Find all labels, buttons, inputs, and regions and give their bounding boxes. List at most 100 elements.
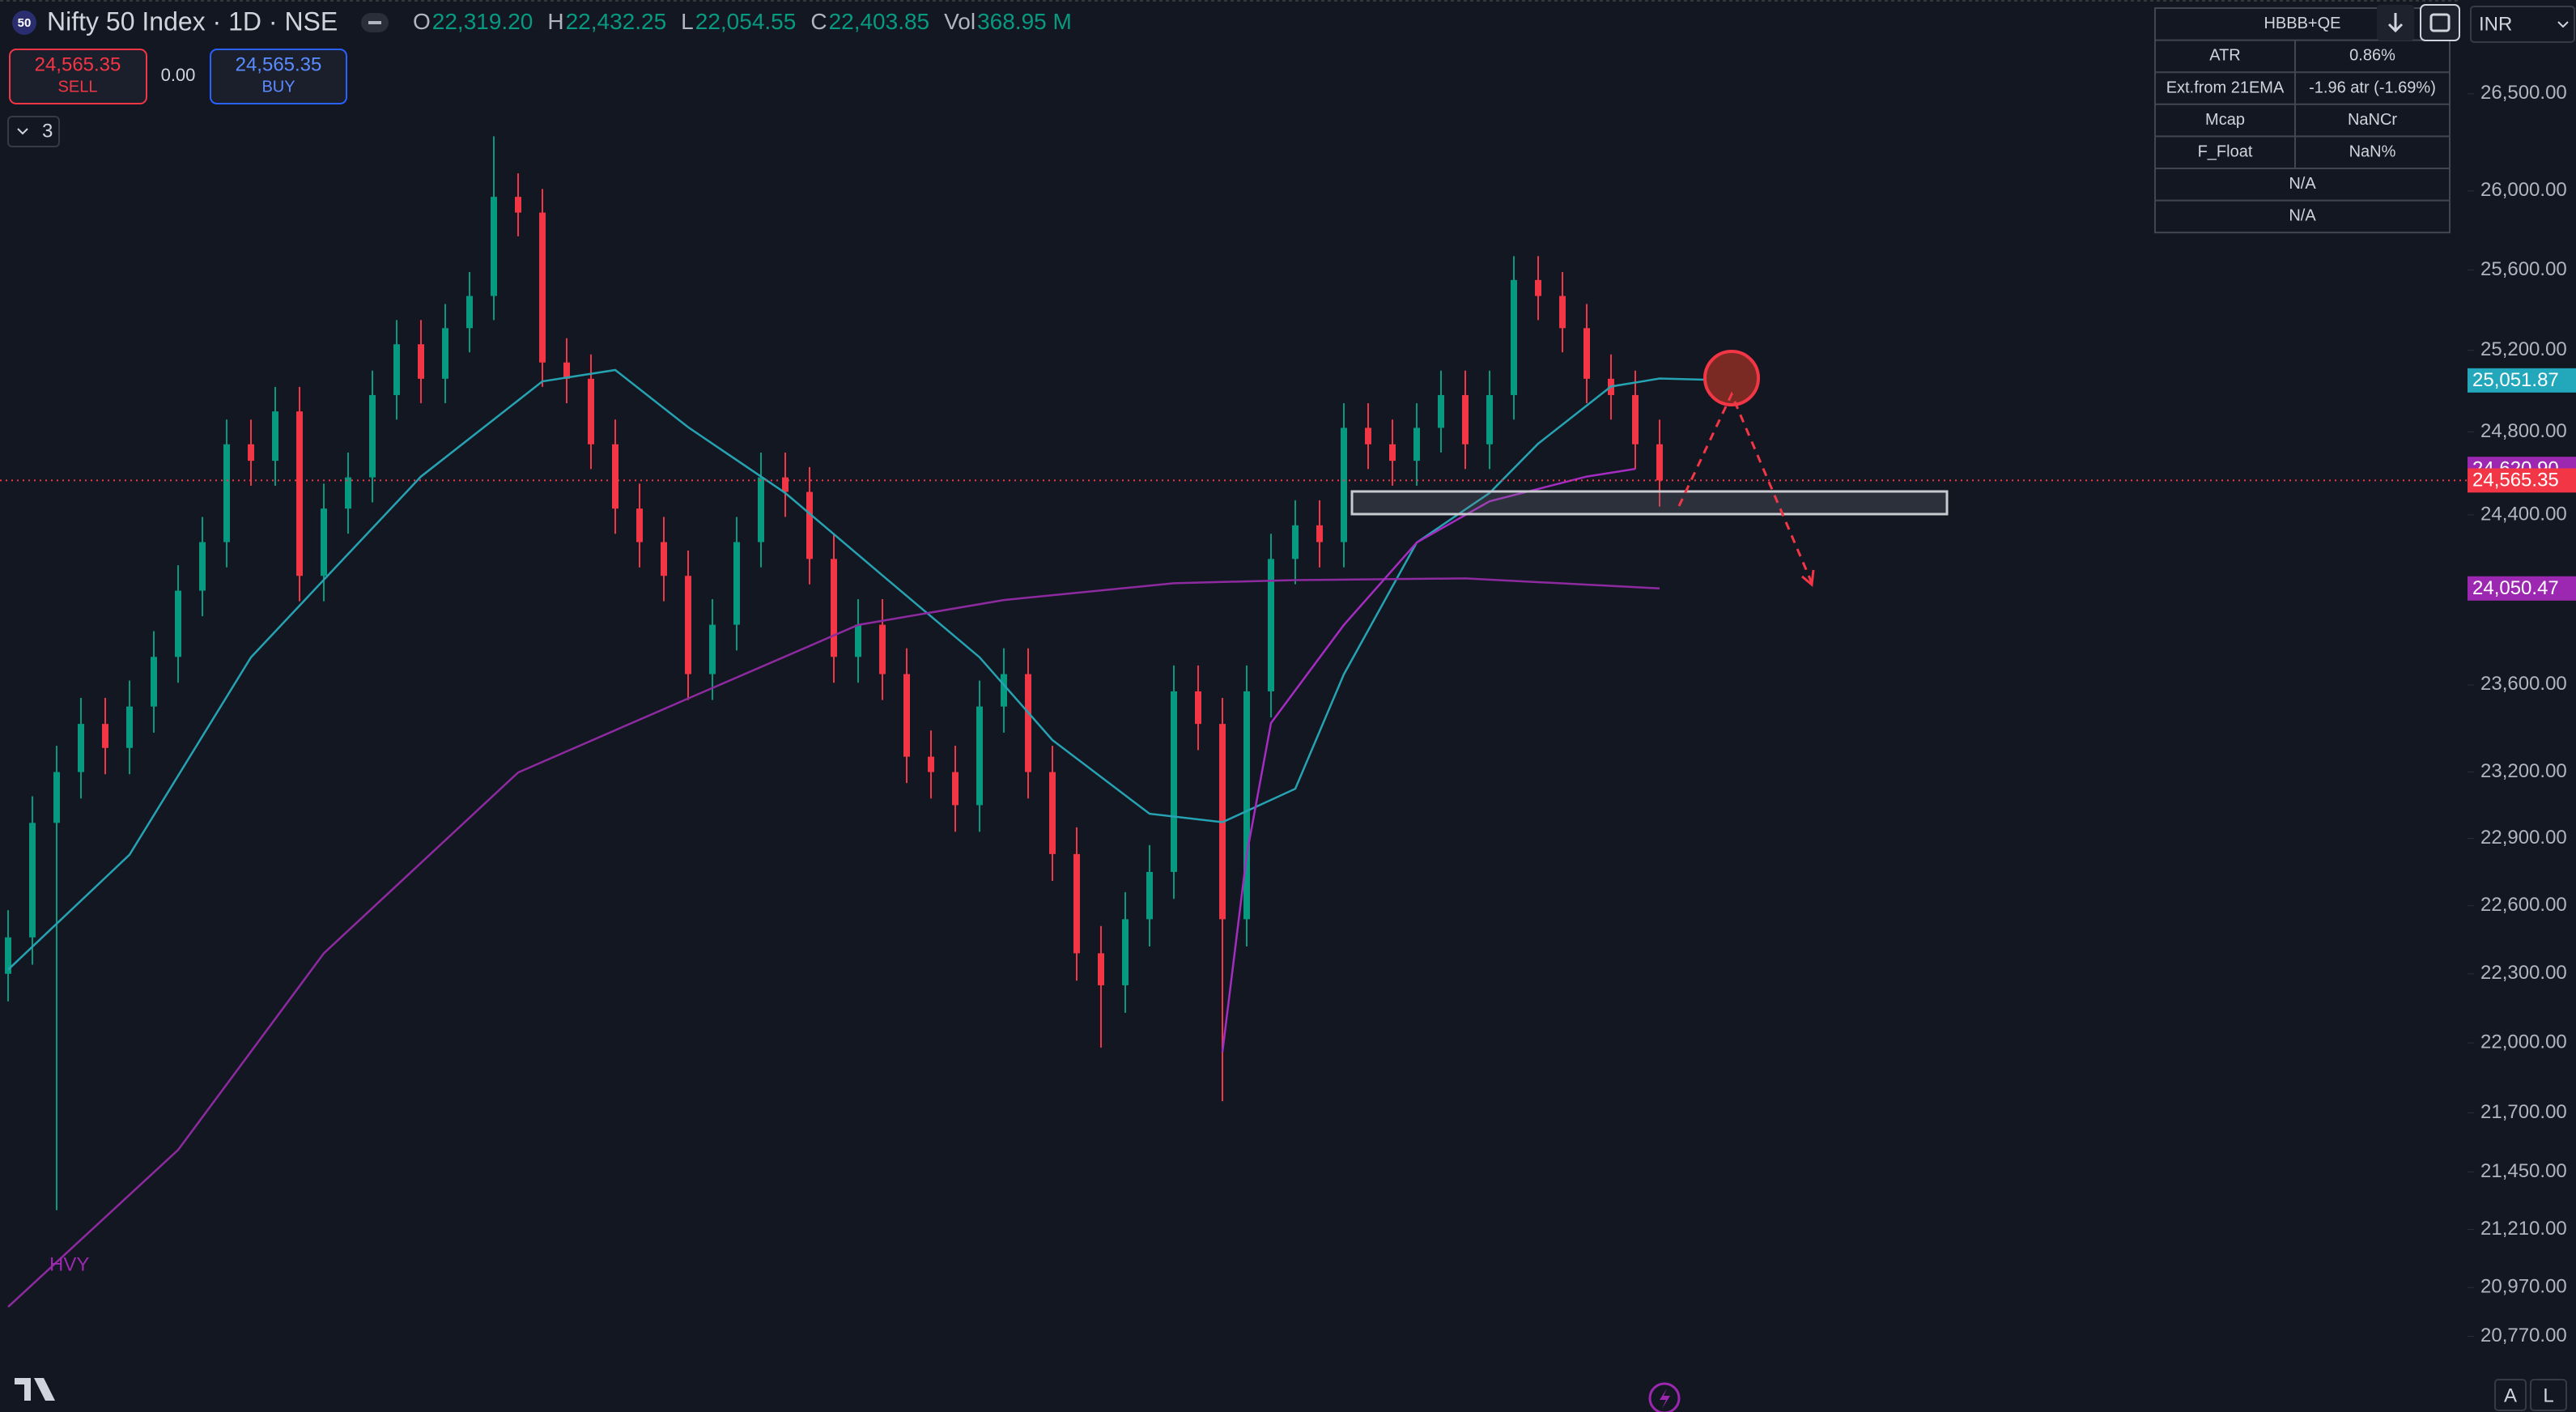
candle-body: [1171, 691, 1177, 872]
candle-body: [782, 477, 789, 492]
price-tag-label: 25,051.87: [2472, 369, 2559, 391]
candle-body: [1583, 328, 1590, 379]
highlight-circle: [1703, 350, 1760, 406]
y-tick-label: 25,600.00: [2480, 258, 2567, 280]
candle-body: [1632, 394, 1639, 444]
lightning-button[interactable]: [1648, 1382, 1681, 1412]
y-tick-label: 23,200.00: [2480, 760, 2567, 782]
table-cell: -1.96 atr (-1.69%): [2309, 79, 2436, 96]
candle-body: [1341, 427, 1347, 542]
table-cell: NaNCr: [2348, 111, 2397, 129]
ohlc-key: O: [413, 9, 431, 34]
chevron: [17, 128, 28, 135]
candle-body: [636, 508, 643, 542]
candle-body: [539, 212, 546, 363]
y-tick-label: 20,970.00: [2480, 1275, 2567, 1297]
price-tag-label: 24,565.35: [2472, 470, 2559, 491]
candle-body: [5, 937, 11, 974]
candle-body: [903, 674, 910, 757]
candle-body: [1559, 296, 1566, 329]
price-tag-label: 24,050.47: [2472, 577, 2559, 599]
hvy-label: HVY: [49, 1253, 89, 1275]
candle-body: [1511, 279, 1517, 395]
candle-body: [126, 706, 133, 748]
candle-body: [1656, 444, 1663, 481]
candle-body: [1292, 525, 1299, 559]
candle-body: [1438, 394, 1444, 428]
y-tick-label: 22,600.00: [2480, 894, 2567, 916]
table-cell: N/A: [2289, 207, 2316, 225]
candle-body: [758, 477, 764, 542]
candle-body: [515, 197, 521, 213]
candle-body: [442, 328, 448, 379]
candle-body: [685, 576, 691, 674]
candle-body: [491, 197, 497, 296]
candle-body: [1462, 394, 1469, 444]
ohlc-value: 22,432.25: [566, 9, 667, 34]
sell-label: SELL: [58, 78, 98, 96]
candle-body: [1025, 674, 1031, 772]
candle-body: [151, 657, 157, 707]
candle-body: [1243, 691, 1250, 920]
candle-body: [1389, 444, 1396, 461]
sell-button[interactable]: [9, 49, 147, 104]
symbol-icon-text: 50: [18, 16, 32, 30]
ohlc-value: 368.95 M: [977, 9, 1072, 34]
candle-body: [952, 772, 959, 806]
candle-body: [1486, 394, 1493, 444]
candle-body: [1316, 525, 1323, 542]
price-tag: [2468, 468, 2576, 493]
y-tick-label: 25,200.00: [2480, 338, 2567, 360]
candle-body: [296, 411, 303, 576]
ohlc-key: Vol: [944, 9, 976, 34]
sell-price: 24,565.35: [35, 53, 121, 75]
buy-price: 24,565.35: [236, 53, 322, 75]
candle-body: [466, 296, 473, 329]
candle-body: [661, 542, 667, 576]
auto-scale-button[interactable]: [2494, 1379, 2527, 1411]
lightning-icon: [1660, 1389, 1670, 1409]
candle-body: [831, 559, 837, 657]
candle-body: [223, 444, 230, 542]
table-frame: [2154, 7, 2451, 234]
table-cell: Mcap: [2205, 111, 2245, 129]
ohlc-value: 22,319.20: [432, 9, 533, 34]
price-axis: 20,770.00 20,970.00 21,210.00 21,450.00 21,7…: [2468, 82, 2576, 1346]
y-tick-label: 22,000.00: [2480, 1031, 2567, 1053]
buy-button[interactable]: [210, 49, 347, 104]
hide-icon: [368, 21, 381, 24]
price-tag: [2468, 576, 2576, 601]
tradingview-logo[interactable]: [15, 1378, 55, 1401]
candle-body: [29, 823, 36, 938]
candle-body: [53, 772, 60, 823]
indicator-count: 3: [42, 120, 53, 142]
indicator-collapse[interactable]: [7, 116, 60, 147]
currency-dropdown[interactable]: [2470, 6, 2575, 43]
indicator-table: HBBB+QE ATR 0.86% Ext.from 21EMA -1.96 atr (…: [2154, 7, 2451, 234]
ohlc-key: H: [547, 9, 563, 34]
candle-body: [369, 394, 376, 478]
screenshot-button[interactable]: [2420, 4, 2460, 41]
y-tick-label: 21,450.00: [2480, 1160, 2567, 1182]
candle-body: [612, 444, 618, 509]
candle-body: [855, 624, 861, 657]
table-cell: 0.86%: [2349, 47, 2395, 65]
dropdown-chevron: [2557, 21, 2569, 28]
auto-scale-label: A: [2504, 1384, 2517, 1406]
candle-body: [563, 362, 570, 379]
table-cell: N/A: [2289, 175, 2316, 193]
candle-body: [1195, 691, 1201, 725]
log-scale-button[interactable]: [2530, 1379, 2567, 1411]
candle-body: [976, 706, 983, 806]
y-tick-label: 26,500.00: [2480, 82, 2567, 104]
symbol-title[interactable]: Nifty 50 Index · 1D · NSE: [47, 6, 338, 36]
candle-body: [78, 724, 84, 772]
y-tick-label: 24,800.00: [2480, 420, 2567, 442]
moving-average: [7, 577, 1660, 1308]
buy-label: BUY: [261, 78, 295, 96]
candle-body: [272, 411, 278, 461]
candle-body: [1413, 427, 1420, 461]
table-title: HBBB+QE: [2264, 15, 2340, 32]
price-tag: [2468, 368, 2576, 393]
